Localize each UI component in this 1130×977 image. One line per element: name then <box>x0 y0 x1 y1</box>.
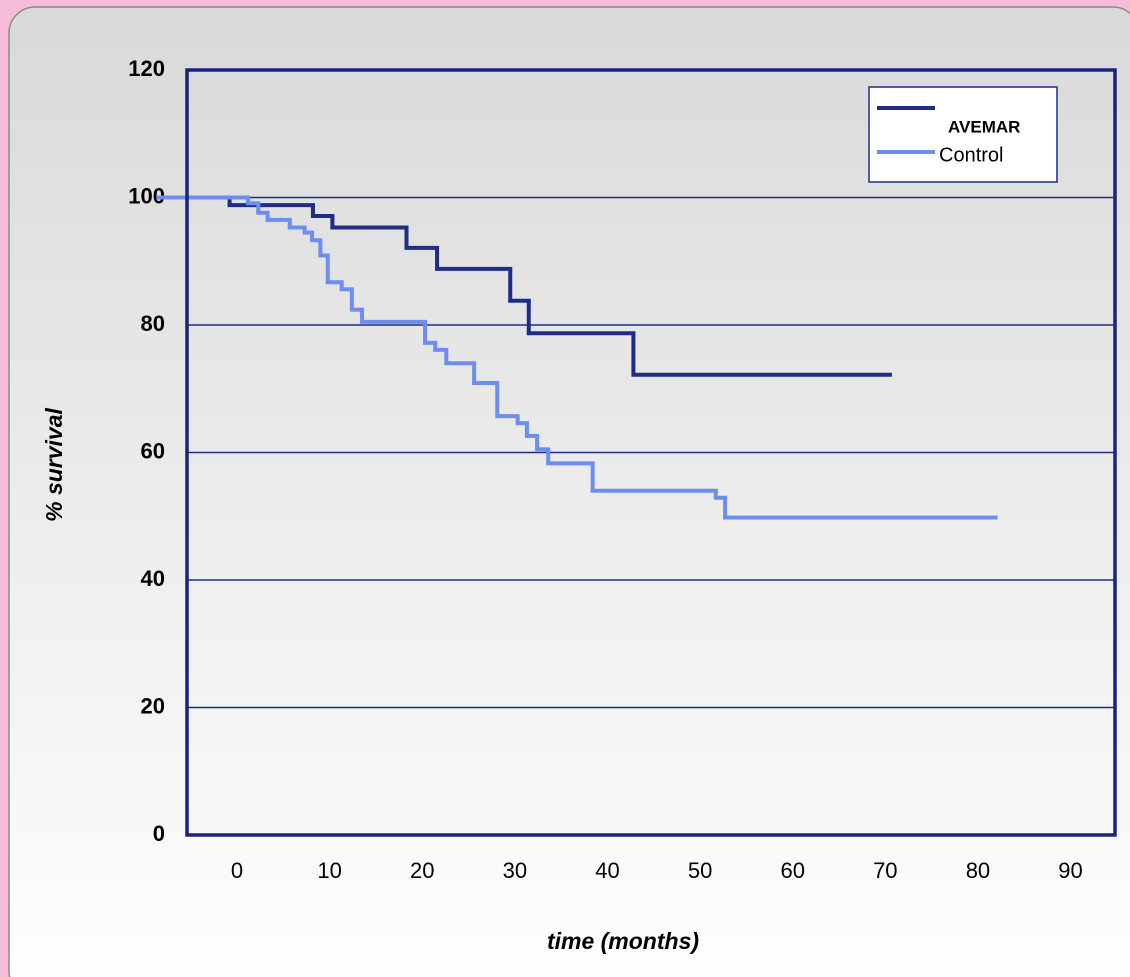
x-tick-label: 50 <box>688 858 712 883</box>
x-tick-label: 60 <box>780 858 804 883</box>
x-tick-label: 10 <box>317 858 341 883</box>
y-tick-label: 0 <box>153 821 165 846</box>
legend-label: AVEMAR <box>948 117 1020 136</box>
y-axis-label: % survival <box>41 408 67 522</box>
y-tick-label: 20 <box>141 693 165 718</box>
y-tick-label: 40 <box>141 566 165 591</box>
y-tick-label: 120 <box>128 56 165 81</box>
x-tick-label: 0 <box>231 858 243 883</box>
x-tick-label: 30 <box>503 858 527 883</box>
panel <box>8 6 1130 977</box>
x-tick-label: 40 <box>595 858 619 883</box>
x-tick-label: 80 <box>966 858 990 883</box>
y-tick-label: 80 <box>141 311 165 336</box>
x-tick-label: 70 <box>873 858 897 883</box>
y-tick-label: 60 <box>141 438 165 463</box>
legend-box <box>868 86 1058 183</box>
x-tick-label: 20 <box>410 858 434 883</box>
plot-border <box>185 68 1117 837</box>
x-tick-label: 90 <box>1058 858 1082 883</box>
legend-label: Control <box>939 144 1003 166</box>
x-axis-label: time (months) <box>547 928 699 954</box>
